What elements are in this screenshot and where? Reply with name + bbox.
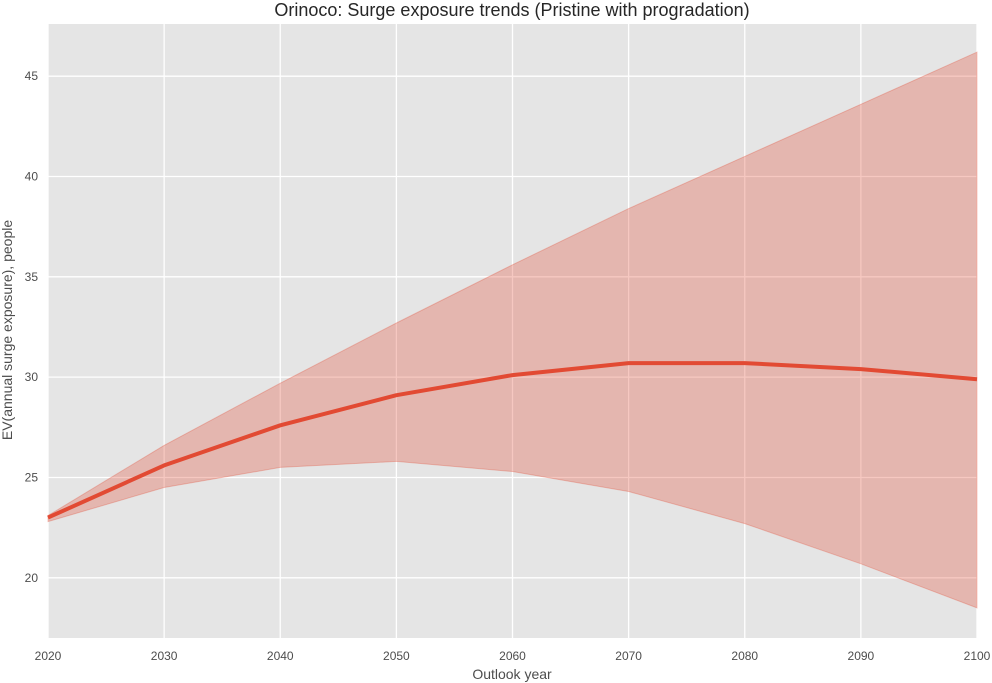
x-tick-label: 2100	[964, 649, 991, 663]
series-line	[47, 361, 978, 520]
x-tick-label: 2030	[151, 649, 178, 663]
y-axis-label: EV(annual surge exposure), people	[0, 220, 15, 440]
y-tick-label: 20	[25, 571, 39, 585]
x-tick-label: 2070	[615, 649, 642, 663]
x-axis-label: Outlook year	[472, 666, 552, 682]
y-tick-label: 35	[25, 270, 39, 284]
x-tick-label: 2090	[848, 649, 875, 663]
y-tick-label: 45	[25, 69, 39, 83]
y-tick-label: 25	[25, 470, 39, 484]
x-tick-label: 2040	[267, 649, 294, 663]
x-tick-label: 2080	[731, 649, 758, 663]
y-tick-label: 30	[25, 370, 39, 384]
grid	[47, 24, 978, 638]
x-tick-label: 2020	[35, 649, 62, 663]
y-axis-ticks: 20 25 30 35 40 45	[25, 69, 39, 585]
y-tick-label: 40	[25, 169, 39, 183]
x-axis-ticks: 2020 2030 2040 2050 2060 2070 2080 2090 2100	[35, 649, 991, 663]
x-tick-label: 2050	[383, 649, 410, 663]
x-tick-label: 2060	[499, 649, 526, 663]
uncertainty-band	[47, 51, 978, 609]
chart-title: Orinoco: Surge exposure trends (Pristine…	[274, 0, 749, 20]
